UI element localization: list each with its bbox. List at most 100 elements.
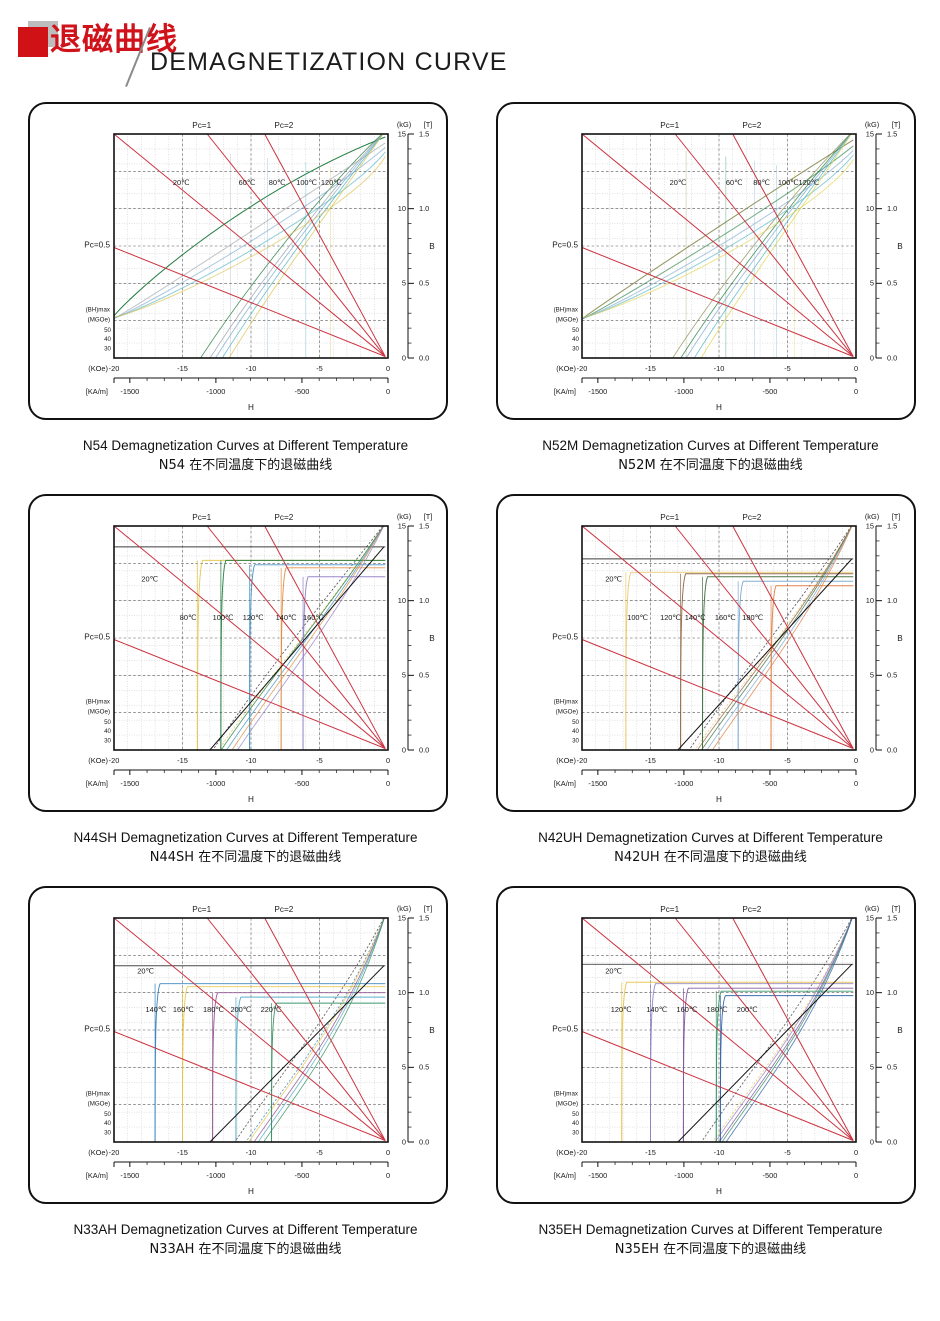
pc-line-1 [581,133,854,357]
intrinsic-curve-120℃ [228,134,384,358]
x-tick-kam--1000: -1000 [206,387,225,396]
caption-en: N42UH Demagnetization Curves at Differen… [538,830,883,845]
x-tick-koe--5: -5 [316,756,323,765]
bhmax-tick-50: 50 [104,719,111,726]
bh-curve-80℃ [197,559,386,750]
y-unit-kg: (kG) [397,120,411,129]
x-tick-koe--20: -20 [109,1148,120,1157]
plot-frame [581,133,857,359]
chart-card-n54[interactable]: Pc=1 Pc=2 Pc=0.5 20℃ 60℃ 80℃ 100℃ 120℃ (BH)max (M… [28,102,448,420]
pc-load-lines [581,133,854,357]
temp-label-4: 120℃ [321,178,342,187]
chart-cell-n42uh: Pc=1 Pc=2 Pc=0.5 20℃ 100℃ 120℃ 140℃ 160℃ 180℃ (BH… [483,494,938,886]
caption-en: N44SH Demagnetization Curves at Differen… [73,830,418,845]
chart-cell-n33ah: Pc=1 Pc=2 Pc=0.5 20℃ 140℃ 160℃ 180℃ 200℃ 220℃ (BH… [18,886,473,1278]
intrinsic-curve-120℃ [226,526,384,750]
plot-wrap-n42uh: Pc=1 Pc=2 Pc=0.5 20℃ 100℃ 120℃ 140℃ 160℃ 180℃ (BH… [498,496,914,810]
y-tick-t-0: 1.5 [419,913,429,922]
y-unit-t: [T] [892,904,901,913]
x-tick-koe--20: -20 [577,756,588,765]
pc-line-2 [674,917,854,1141]
y-axis-label-B: B [429,1026,435,1035]
bh-curve-80℃ [582,150,854,320]
pc-line-2 [206,917,386,1141]
y-axis-right: 15 1.5 10 1.0 5 0.5 0 0.0 [398,521,430,754]
demag-plot-n44sh: Pc=1 Pc=2 Pc=0.5 20℃ 80℃ 100℃ 120℃ 140℃ 160℃ (BH)… [84,512,435,804]
chart-card-n35eh[interactable]: Pc=1 Pc=2 Pc=0.5 20℃ 120℃ 140℃ 160℃ 180℃ 200℃ (BH… [496,886,916,1204]
x-axis-kam: -1500 -1000 -500 0 [581,377,858,396]
bh-curve-20℃ [582,139,854,320]
temp-label-4: 200℃ [230,1005,251,1014]
x-tick-kam-0: 0 [386,387,390,396]
pc-load-lines [581,917,854,1141]
chart-card-n52m[interactable]: Pc=1 Pc=2 Pc=0.5 20℃ 60℃ 80℃ 100℃ 120℃ (BH)max (M… [496,102,916,420]
x-tick-koe--15: -15 [177,1148,188,1157]
curve-group [582,134,854,358]
x-unit-kam: [KA/m] [86,779,108,788]
y-tick-kg-15: 15 [398,129,406,138]
caption-cn: N42UH 在不同温度下的退磁曲线 [614,850,807,865]
y-tick-t-3: 0.0 [887,353,897,362]
chart-caption-n44sh: N44SH Demagnetization Curves at Differen… [18,812,473,886]
bhmax-label: (BH)max [86,699,111,706]
intrinsic-curve-20℃ [234,918,385,1142]
x-tick-kam--500: -500 [763,387,778,396]
pc-line-0 [113,639,386,749]
y-tick-kg-5: 5 [402,671,406,680]
y-tick-t-1: 1.0 [419,596,429,605]
intrinsic-curve-20℃ [212,526,384,750]
x-unit-koe: (KOe) [88,364,108,373]
y-tick-kg-0: 0 [870,353,874,362]
pc05-label: Pc=0.5 [552,633,578,642]
pc-line-1 [113,917,386,1141]
bh-curve-140℃ [702,576,854,750]
y-axis-label-B: B [897,1026,903,1035]
x-axis-koe: -20 -15 -10 -5 0 [577,364,858,373]
pc1-label: Pc=1 [660,905,679,914]
y-axis-label-B: B [897,242,903,251]
x-tick-kam--1500: -1500 [588,1171,607,1180]
y-unit-t: [T] [424,512,433,521]
temp-label-5: 160℃ [303,613,324,622]
y-tick-kg-15: 15 [398,521,406,530]
caption-en: N35EH Demagnetization Curves at Differen… [538,1222,883,1237]
y-tick-kg-0: 0 [870,1137,874,1146]
x-axis-kam: -1500 -1000 -500 0 [113,1161,390,1180]
temp-label-1: 120℃ [611,1005,632,1014]
x-tick-koe-0: 0 [386,756,390,765]
x-unit-kam: [KA/m] [554,387,576,396]
chart-card-n42uh[interactable]: Pc=1 Pc=2 Pc=0.5 20℃ 100℃ 120℃ 140℃ 160℃ 180℃ (BH… [496,494,916,812]
temp-label-2: 80℃ [269,178,286,187]
y-tick-kg-0: 0 [402,353,406,362]
x-tick-kam--500: -500 [295,387,310,396]
caption-cn: N33AH 在不同温度下的退磁曲线 [149,1242,342,1257]
bhmax-tick-30: 30 [104,345,111,352]
temp-label-4: 180℃ [707,1005,728,1014]
intrinsic-curve-60℃ [209,134,384,358]
pc05-label: Pc=0.5 [552,241,578,250]
caption-en: N54 Demagnetization Curves at Different … [82,438,409,453]
intrinsic-curve-140℃ [701,526,853,750]
chart-cell-n52m: Pc=1 Pc=2 Pc=0.5 20℃ 60℃ 80℃ 100℃ 120℃ (BH)max (M… [483,102,938,494]
caption-en: N33AH Demagnetization Curves at Differen… [73,1222,418,1237]
pc-line-3 [732,917,854,1141]
diagonal-reference-line [677,963,853,1142]
bhmax-tick-30: 30 [572,737,579,744]
x-tick-koe--5: -5 [784,1148,791,1157]
intrinsic-curve-100℃ [694,526,853,750]
x-axis-label-H: H [716,403,722,412]
bhmax-tick-30: 30 [104,1129,111,1136]
bhmax-tick-30: 30 [572,1129,579,1136]
bh-curve-120℃ [582,159,854,319]
bhmax-tick-40: 40 [104,1120,111,1127]
temp-label-2: 140℃ [646,1005,667,1014]
temp-label-0: 20℃ [605,574,622,583]
temp-label-1: 100℃ [627,613,648,622]
x-tick-koe-0: 0 [386,1148,390,1157]
x-tick-koe--15: -15 [645,364,656,373]
x-tick-kam-0: 0 [854,779,858,788]
chart-card-n33ah[interactable]: Pc=1 Pc=2 Pc=0.5 20℃ 140℃ 160℃ 180℃ 200℃ 220℃ (BH… [28,886,448,1204]
chart-card-n44sh[interactable]: Pc=1 Pc=2 Pc=0.5 20℃ 80℃ 100℃ 120℃ 140℃ 160℃ (BH)… [28,494,448,812]
temp-label-3: 100℃ [778,178,799,187]
x-axis-label-H: H [248,1187,254,1196]
